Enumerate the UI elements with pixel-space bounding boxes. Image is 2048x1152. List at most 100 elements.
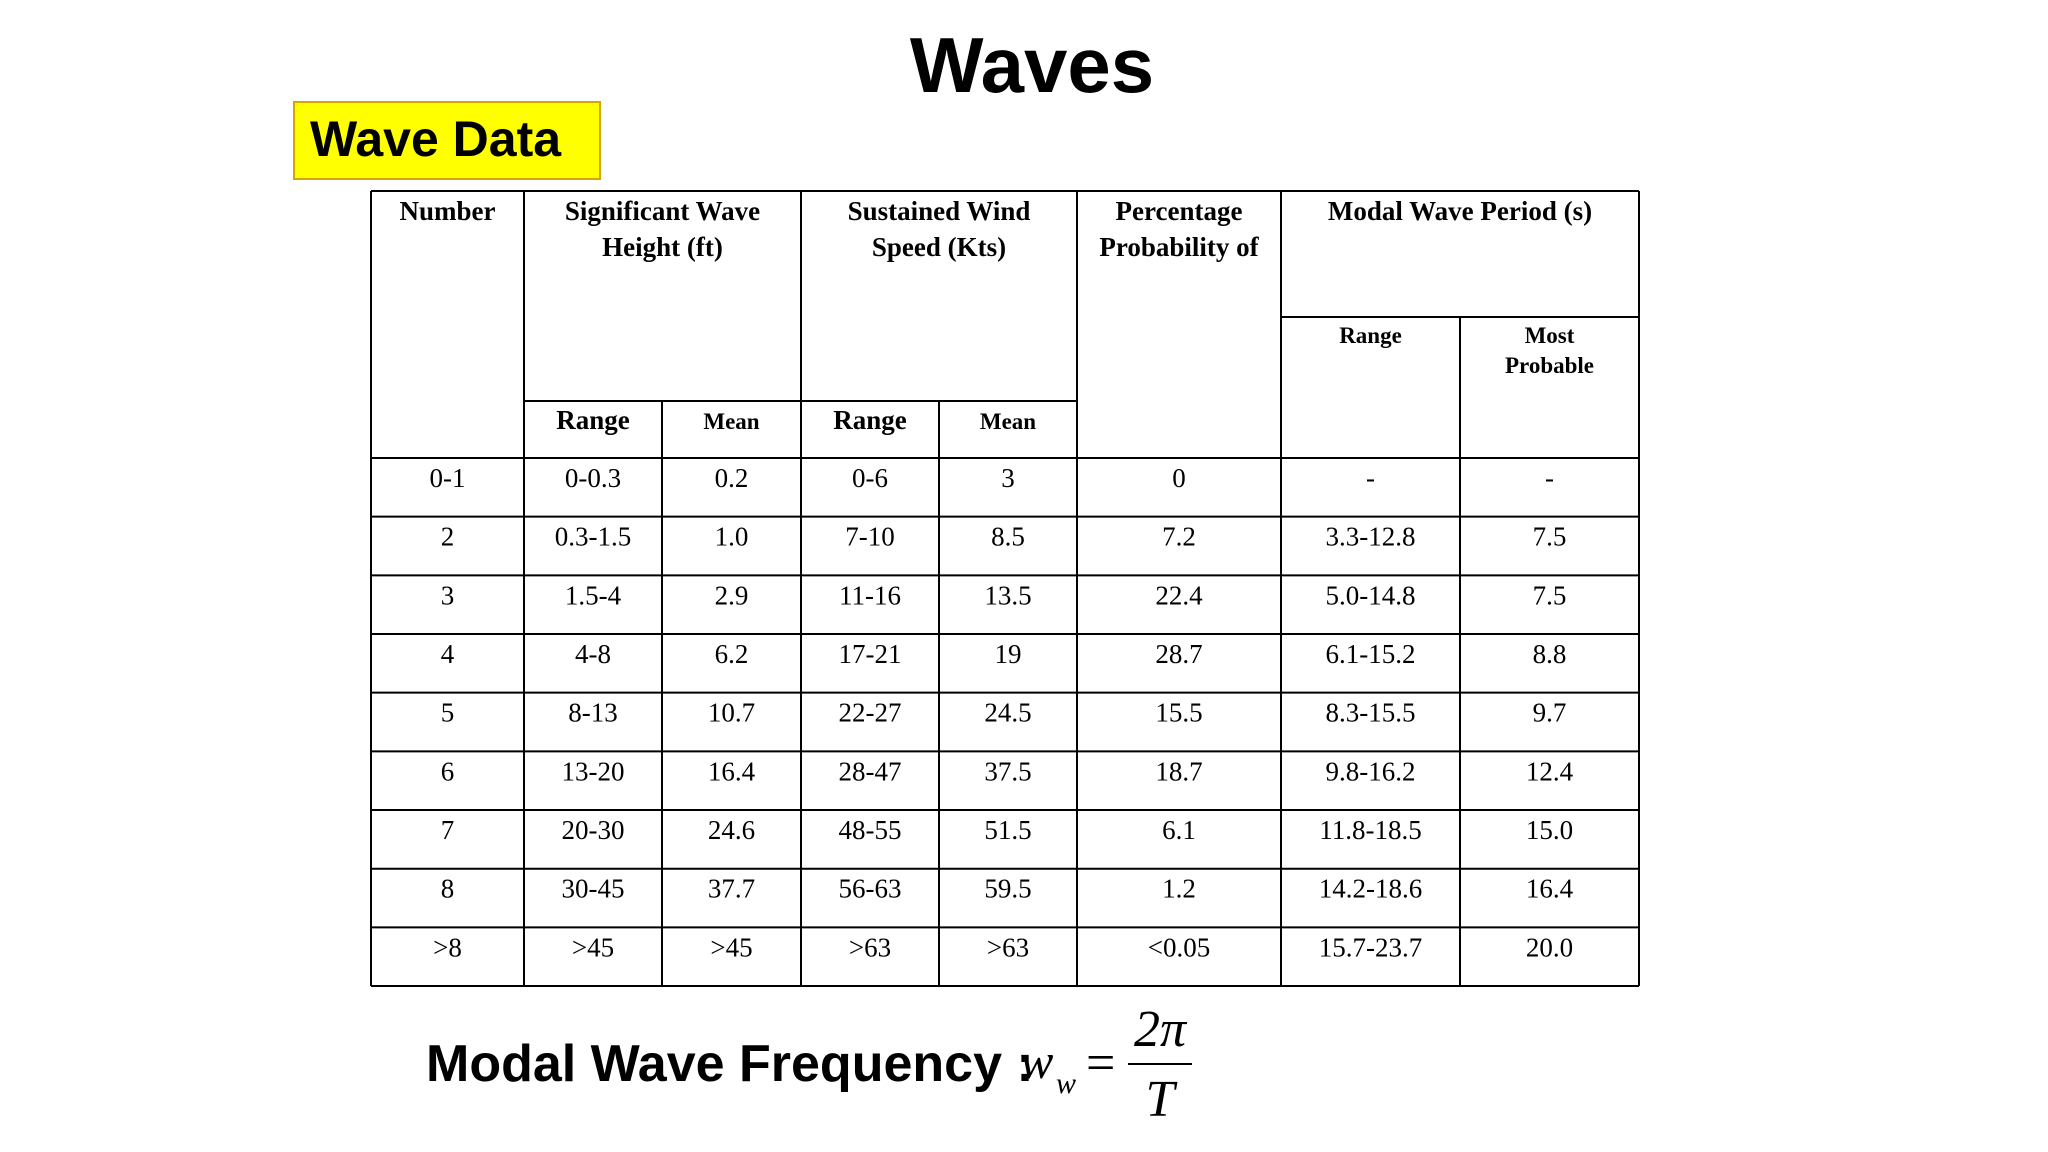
table-cell: 20.0 (1526, 932, 1573, 962)
formula-label: Modal Wave Frequency : (426, 1035, 1034, 1093)
table-cell: 0.3-1.5 (555, 522, 632, 552)
table-cell: 28.7 (1155, 639, 1202, 669)
table-cell: 2 (441, 522, 455, 552)
table-cell: 1.2 (1162, 874, 1196, 904)
table-cell: 24.6 (708, 815, 755, 845)
column-header: Modal Wave Period (s) (1328, 196, 1592, 226)
formula-lhs: w (1020, 1033, 1053, 1089)
table-cell: 0-0.3 (565, 463, 621, 493)
table-cell: 51.5 (984, 815, 1031, 845)
table-cell: 0-6 (852, 463, 888, 493)
table-cell: 15.7-23.7 (1319, 932, 1423, 962)
table-cell: 22.4 (1155, 580, 1203, 610)
table-cell: 4 (441, 639, 455, 669)
table-cell: 14.2-18.6 (1319, 874, 1423, 904)
sub-header: Range (833, 405, 907, 435)
column-header: Height (ft) (602, 232, 723, 262)
sub-header: Mean (703, 409, 759, 434)
section-label-box (293, 101, 601, 180)
table-cell: 16.4 (1526, 874, 1574, 904)
column-header: Probability of (1099, 232, 1259, 262)
table-cell: 8.8 (1533, 639, 1567, 669)
table-cell: 11.8-18.5 (1319, 815, 1422, 845)
table-cell: 3 (1001, 463, 1015, 493)
table-cell: 37.7 (708, 874, 755, 904)
sub-header: Probable (1505, 353, 1594, 378)
table-cell: 8-13 (568, 698, 618, 728)
table-cell: 17-21 (839, 639, 902, 669)
formula-equals: = (1086, 1035, 1115, 1092)
table-cell: 5.0-14.8 (1326, 580, 1416, 610)
table-cell: 3.3-12.8 (1326, 522, 1416, 552)
table-cell: 0 (1172, 463, 1186, 493)
table-cell: 28-47 (839, 756, 902, 786)
table-cell: >63 (987, 932, 1029, 962)
table-cell: >45 (572, 932, 614, 962)
table-cell: 24.5 (984, 698, 1031, 728)
table-cell: >45 (710, 932, 752, 962)
table-cell: 56-63 (839, 874, 902, 904)
table-cell: 6 (441, 756, 455, 786)
table-cell: 9.7 (1533, 698, 1567, 728)
table-cell: 30-45 (562, 874, 625, 904)
column-header: Number (400, 196, 496, 226)
table-cell: 6.1-15.2 (1326, 639, 1416, 669)
table-cell: 7-10 (845, 522, 895, 552)
table-cell: 2.9 (715, 580, 749, 610)
table-cell: <0.05 (1148, 932, 1210, 962)
table-cell: 12.4 (1526, 756, 1574, 786)
table-cell: 16.4 (708, 756, 756, 786)
column-header: Speed (Kts) (872, 232, 1006, 262)
table-cell: 18.7 (1155, 756, 1202, 786)
table-cell: 22-27 (839, 698, 902, 728)
column-header: Percentage (1116, 196, 1243, 226)
table-cell: 9.8-16.2 (1326, 756, 1416, 786)
table-cell: 19 (995, 639, 1022, 669)
table-cell: >8 (433, 932, 462, 962)
table-cell: 8 (441, 874, 455, 904)
sub-header: Most (1525, 323, 1575, 348)
sub-header: Range (1339, 323, 1402, 348)
table-cell: 13-20 (562, 756, 625, 786)
formula-lhs-subscript: w (1056, 1067, 1076, 1100)
column-header: Sustained Wind (848, 196, 1031, 226)
sub-header: Range (556, 405, 630, 435)
table-cell: 7 (441, 815, 455, 845)
section-label: Wave Data (310, 111, 562, 167)
formula-numerator: 2π (1134, 1001, 1188, 1058)
table-cell: 3 (441, 580, 455, 610)
table-cell: - (1366, 463, 1375, 493)
column-header: Significant Wave (565, 196, 760, 226)
table-cell: 37.5 (984, 756, 1031, 786)
table-cell: 7.5 (1533, 522, 1567, 552)
table-cell: 7.2 (1162, 522, 1196, 552)
table-cell: 10.7 (708, 698, 755, 728)
table-cell: 7.5 (1533, 580, 1567, 610)
table-cell: 15.0 (1526, 815, 1573, 845)
table-cell: 8.3-15.5 (1326, 698, 1416, 728)
table-cell: 48-55 (839, 815, 902, 845)
table-cell: 0-1 (430, 463, 466, 493)
formula: Modal Wave Frequency : w w = 2π T (426, 1001, 1192, 1128)
table-cell: 8.5 (991, 522, 1025, 552)
formula-denominator: T (1146, 1071, 1178, 1128)
table-cell: 20-30 (562, 815, 625, 845)
slide-title: Waves (910, 21, 1154, 109)
table-cell: - (1545, 463, 1554, 493)
table-cell: 59.5 (984, 874, 1031, 904)
table-cell: 4-8 (575, 639, 611, 669)
table-cell: 6.1 (1162, 815, 1196, 845)
sub-header: Mean (980, 409, 1036, 434)
table-cell: 6.2 (715, 639, 749, 669)
table-cell: 5 (441, 698, 455, 728)
table-cell: 0.2 (715, 463, 749, 493)
table-cell: 13.5 (984, 580, 1031, 610)
table-cell: 15.5 (1155, 698, 1202, 728)
table-cell: 1.0 (715, 522, 749, 552)
table-cell: >63 (849, 932, 891, 962)
table-cell: 11-16 (839, 580, 901, 610)
table-cell: 1.5-4 (565, 580, 622, 610)
wave-table: Number Significant Wave Height (ft) Range Me… (370, 190, 1640, 988)
